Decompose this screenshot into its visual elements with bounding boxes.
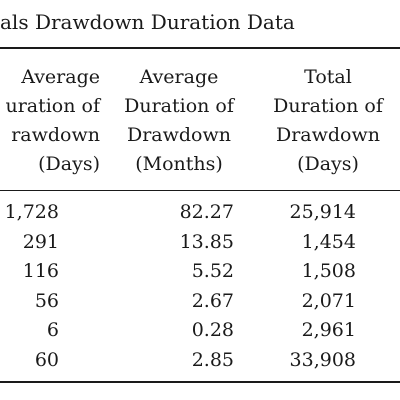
- cell-avg-days: 56: [34, 289, 59, 312]
- header-line: Drawdown: [275, 124, 380, 146]
- cell-total-days: 2,961: [301, 319, 356, 341]
- column-header-total-duration-days: Total Duration of Drawdown (Days): [266, 63, 390, 179]
- cell-avg-days: 116: [22, 260, 59, 282]
- bottom-rule: [0, 381, 400, 383]
- cell-total-days: 25,914: [289, 201, 356, 223]
- cell-total-days: 1,454: [301, 230, 356, 253]
- cell-avg-months: 5.52: [191, 260, 234, 282]
- header-line: Average: [139, 66, 219, 88]
- table-row: 6 0.28 2,961: [0, 316, 400, 346]
- table-row: 1,728 82.27 25,914: [0, 198, 400, 228]
- table-title: als Drawdown Duration Data: [0, 10, 295, 34]
- top-rule: [0, 47, 400, 49]
- header-line: (Days): [297, 153, 359, 175]
- cell-avg-days: 6: [46, 319, 59, 341]
- cell-avg-months: 0.28: [191, 319, 234, 341]
- table-row: 56 2.67 2,071: [0, 287, 400, 317]
- table-row: 60 2.85 33,908: [0, 346, 400, 376]
- cell-total-days: 33,908: [289, 348, 356, 371]
- header-line: (Months): [135, 153, 223, 175]
- column-header-avg-duration-days: Average uration of rawdown (Days): [0, 63, 100, 179]
- header-line: (Days): [38, 153, 100, 175]
- header-line: Duration of: [273, 95, 383, 117]
- table-row: 291 13.85 1,454: [0, 228, 400, 258]
- header-line: Total: [304, 66, 352, 88]
- cell-total-days: 1,508: [301, 260, 356, 282]
- cell-avg-months: 82.27: [179, 201, 234, 223]
- cell-avg-days: 1,728: [4, 201, 59, 223]
- cell-avg-days: 291: [22, 230, 59, 253]
- header-line: Drawdown: [126, 124, 231, 146]
- cell-total-days: 2,071: [301, 289, 356, 312]
- cell-avg-months: 13.85: [179, 230, 234, 253]
- header-line: Average: [21, 66, 100, 88]
- header-line: uration of: [5, 95, 100, 117]
- table-row: 116 5.52 1,508: [0, 257, 400, 287]
- column-header-avg-duration-months: Average Duration of Drawdown (Months): [120, 63, 238, 179]
- table-body: 1,728 82.27 25,914 291 13.85 1,454 116 5…: [0, 198, 400, 375]
- header-line: rawdown: [11, 124, 100, 146]
- header-line: Duration of: [124, 95, 234, 117]
- cell-avg-days: 60: [34, 348, 59, 371]
- cell-avg-months: 2.67: [191, 289, 234, 312]
- cell-avg-months: 2.85: [191, 348, 234, 371]
- header-rule: [0, 190, 400, 191]
